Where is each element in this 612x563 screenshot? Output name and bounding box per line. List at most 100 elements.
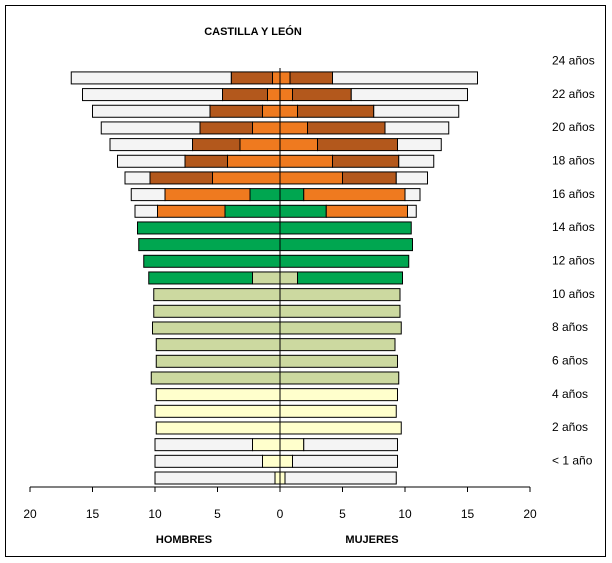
x-tick-label: 10 [398, 507, 412, 521]
bar-segment [148, 271, 253, 285]
bar-segment [279, 321, 402, 335]
bar-segment [252, 121, 281, 135]
x-tick-label: 0 [277, 507, 284, 521]
bar-segment [138, 238, 281, 252]
bar-segment [279, 188, 305, 202]
bar-segment [279, 354, 398, 368]
bar-segment [192, 138, 241, 152]
x-tick-label: 5 [214, 507, 221, 521]
bar-segment [199, 121, 253, 135]
bar-segment [297, 104, 375, 118]
bar-segment [274, 471, 281, 485]
bar-segment [284, 471, 397, 485]
bar-segment [317, 138, 398, 152]
bar-segment [154, 404, 281, 418]
bar-segment [325, 204, 408, 218]
bar-segment [279, 104, 298, 118]
bar-segment [252, 438, 281, 452]
y-tick-label: 8 años [552, 320, 588, 334]
bar-segment [117, 154, 186, 168]
bar-segment [153, 304, 281, 318]
bar-segment [292, 454, 398, 468]
x-tick-label: 15 [461, 507, 475, 521]
bar-segment [155, 338, 281, 352]
bar-segment [303, 438, 398, 452]
y-tick-label: 10 años [552, 287, 595, 301]
y-tick-label: 4 años [552, 387, 588, 401]
bar-segment [153, 288, 281, 302]
bar-segment [252, 271, 281, 285]
bar-segment [124, 171, 151, 185]
bar-segment [279, 421, 402, 435]
x-tick-label: 20 [23, 507, 37, 521]
bar-segment [279, 471, 286, 485]
y-tick-label: 14 años [552, 220, 595, 234]
bar-segment [395, 171, 428, 185]
bar-segment [407, 204, 417, 218]
bar-segment [222, 88, 268, 102]
bar-segment [184, 154, 228, 168]
y-tick-label: 22 años [552, 87, 595, 101]
x-tick-label: 20 [523, 507, 537, 521]
x-tick-label: 10 [148, 507, 162, 521]
bar-segment [149, 171, 213, 185]
y-tick-label: 2 años [552, 420, 588, 434]
x-tick-label: 5 [339, 507, 346, 521]
bar-segment [292, 88, 352, 102]
y-tick-label: 24 años [552, 53, 595, 67]
bar-segment [279, 454, 293, 468]
bar-segment [92, 104, 211, 118]
bar-segment [303, 188, 406, 202]
bar-segment [279, 171, 343, 185]
bar-segment [267, 88, 281, 102]
bar-segment [297, 271, 403, 285]
y-tick-label: 18 años [552, 153, 595, 167]
bar-segment [404, 188, 421, 202]
bar-segment [373, 104, 460, 118]
chart-title: CASTILLA Y LEÓN [204, 25, 302, 38]
bar-segment [249, 188, 281, 202]
bar-segment [154, 471, 276, 485]
bar-segment [279, 271, 298, 285]
bar-segment [137, 221, 281, 235]
bar-segment [279, 254, 410, 268]
bar-segment [109, 138, 193, 152]
y-tick-label: 12 años [552, 253, 595, 267]
bar-segment [398, 154, 435, 168]
bar-segment [289, 71, 333, 85]
bar-segment [279, 288, 401, 302]
bar-segment [279, 304, 401, 318]
bar-segment [212, 171, 281, 185]
bar-segment [332, 154, 400, 168]
bar-segment [209, 104, 263, 118]
bar-segment [397, 138, 442, 152]
x-label-right: MUJERES [345, 534, 398, 546]
bar-segment [332, 71, 478, 85]
bar-segment [239, 138, 281, 152]
bar-segment [279, 154, 333, 168]
bar-segment [272, 71, 281, 85]
bar-segment [279, 438, 305, 452]
bar-segment [155, 388, 281, 402]
bar-segment [154, 454, 263, 468]
bar-segment [279, 404, 397, 418]
bar-segment [279, 88, 293, 102]
bar-segment [279, 388, 398, 402]
bar-segment [70, 71, 232, 85]
y-tick-label: 20 años [552, 120, 595, 134]
bar-segment [134, 204, 158, 218]
x-label-left: HOMBRES [156, 534, 212, 546]
y-tick-label: 16 años [552, 187, 595, 201]
bar-segment [150, 371, 281, 385]
bar-segment [224, 204, 281, 218]
bar-segment [155, 421, 281, 435]
bar-segment [155, 354, 281, 368]
bar-segment [82, 88, 223, 102]
bar-segment [384, 121, 450, 135]
bar-segment [342, 171, 397, 185]
bar-segment [157, 204, 226, 218]
bar-segment [152, 321, 281, 335]
y-tick-label: < 1 año [552, 454, 593, 468]
bar-segment [307, 121, 386, 135]
